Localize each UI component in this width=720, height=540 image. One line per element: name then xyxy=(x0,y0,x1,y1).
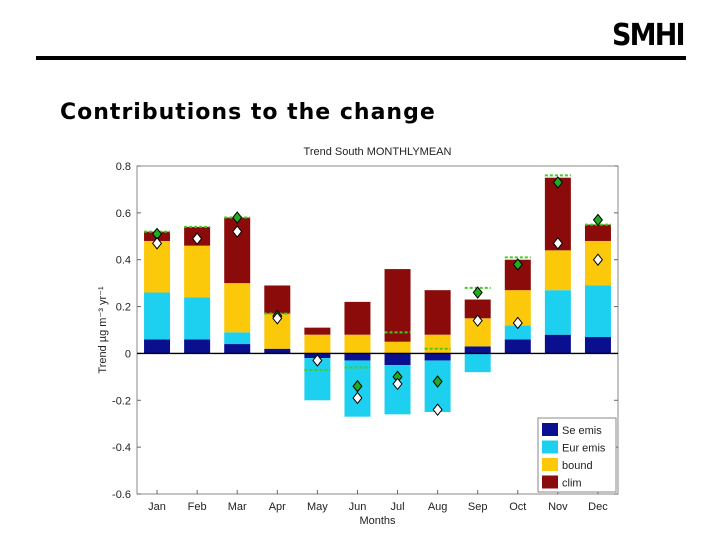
bar-clim-apr xyxy=(264,285,291,314)
bar-bound-aug xyxy=(424,334,451,354)
bar-clim-aug xyxy=(424,290,451,335)
marker-green xyxy=(232,211,243,224)
bar-se_emis-oct xyxy=(504,339,531,354)
x-tick-label: Jun xyxy=(349,501,367,513)
y-tick-label: 0.2 xyxy=(116,302,131,314)
marker-white xyxy=(192,232,203,245)
x-tick-label: Jan xyxy=(148,501,166,513)
bar-bound-feb xyxy=(184,245,211,298)
bar-eur_emis-dec xyxy=(584,285,611,338)
marker-white xyxy=(552,237,563,250)
bar-se_emis-apr xyxy=(264,348,291,354)
y-tick-label: -0.4 xyxy=(112,442,131,454)
marker-green xyxy=(592,213,603,227)
x-tick-label: Apr xyxy=(269,501,286,513)
y-tick-label: -0.2 xyxy=(112,395,131,407)
legend-swatch-se_emis xyxy=(542,423,558,436)
x-axis-label: Months xyxy=(359,515,396,527)
bar-se_emis-jun xyxy=(344,353,371,361)
x-tick-label: Oct xyxy=(509,501,526,513)
marker-white xyxy=(512,316,523,330)
bar-clim-dec xyxy=(584,224,611,241)
x-tick-label: Mar xyxy=(228,501,247,513)
x-tick-label: Sep xyxy=(468,501,488,513)
x-tick-label: May xyxy=(307,501,328,513)
legend-label-eur_emis: Eur emis xyxy=(562,443,606,455)
y-tick-label: -0.6 xyxy=(112,489,131,501)
marker-white xyxy=(352,391,363,405)
x-tick-label: Nov xyxy=(548,501,568,513)
bar-eur_emis-nov xyxy=(544,290,571,335)
bar-clim-sep xyxy=(464,299,491,319)
legend-label-se_emis: Se emis xyxy=(562,425,602,437)
chart-title: Trend South MONTHLYMEAN xyxy=(304,146,452,158)
slide-title: Contributions to the change xyxy=(60,100,436,125)
bar-se_emis-dec xyxy=(584,337,611,354)
marker-green xyxy=(512,258,523,271)
marker-white xyxy=(432,403,443,416)
bar-bound-may xyxy=(304,334,331,354)
x-tick-label: Aug xyxy=(428,501,448,513)
legend-label-bound: bound xyxy=(562,460,593,472)
bar-bound-mar xyxy=(224,283,251,333)
marker-white xyxy=(152,237,163,250)
marker-green xyxy=(552,176,563,189)
marker-white xyxy=(472,314,483,327)
bar-se_emis-nov xyxy=(544,334,571,354)
bar-eur_emis-oct xyxy=(504,325,531,340)
legend-label-clim: clim xyxy=(562,478,582,490)
y-tick-label: 0.4 xyxy=(116,255,131,267)
y-tick-label: 0 xyxy=(125,348,131,360)
bar-se_emis-sep xyxy=(464,346,491,354)
y-axis-label: Trend µg m⁻³ yr⁻¹ xyxy=(97,286,109,374)
bar-bound-jul xyxy=(384,341,411,354)
marker-white xyxy=(232,225,243,238)
bar-se_emis-mar xyxy=(224,344,251,354)
smhi-logo: SMHI xyxy=(612,18,686,53)
bar-bound-nov xyxy=(544,250,571,291)
bar-eur_emis-sep xyxy=(464,353,491,373)
bar-se_emis-jul xyxy=(384,353,411,366)
marker-white xyxy=(592,253,603,267)
bar-eur_emis-jan xyxy=(144,292,171,340)
bar-eur_emis-mar xyxy=(224,332,251,345)
legend-swatch-eur_emis xyxy=(542,440,558,454)
bar-clim-jul xyxy=(384,269,411,342)
bar-clim-may xyxy=(304,327,331,335)
y-tick-label: 0.8 xyxy=(116,161,131,173)
bar-eur_emis-feb xyxy=(184,297,211,340)
marker-green xyxy=(432,375,443,388)
bar-bound-jun xyxy=(344,334,371,354)
x-tick-label: Feb xyxy=(188,501,207,513)
header-rule xyxy=(36,56,686,60)
marker-white xyxy=(272,311,283,325)
x-tick-label: Dec xyxy=(588,501,608,513)
bar-se_emis-feb xyxy=(184,339,211,354)
legend-swatch-clim xyxy=(542,475,558,489)
y-tick-label: 0.6 xyxy=(116,208,131,220)
bar-se_emis-jan xyxy=(144,339,171,354)
bar-se_emis-aug xyxy=(424,353,451,361)
marker-white xyxy=(392,377,403,391)
bar-clim-jun xyxy=(344,301,371,335)
legend-swatch-bound xyxy=(542,458,558,471)
marker-green xyxy=(472,286,483,299)
marker-white xyxy=(312,354,323,367)
x-tick-label: Jul xyxy=(391,501,405,513)
